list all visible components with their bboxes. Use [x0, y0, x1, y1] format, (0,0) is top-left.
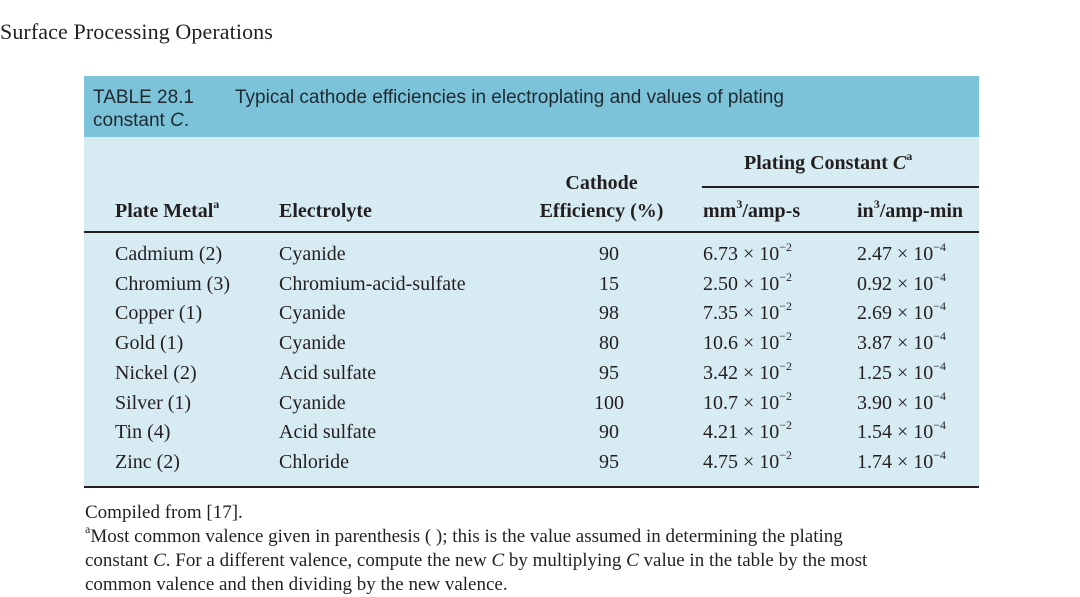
table-notes: Compiled from [17]. aMost common valence…	[85, 501, 985, 597]
cell-electrolyte: Acid sulfate	[279, 361, 377, 384]
cell-efficiency: 90	[599, 421, 619, 444]
header-span-rule	[702, 186, 979, 188]
cell-plate-metal: Tin (4)	[115, 421, 171, 444]
cell-in-constant: 1.74 × 10−4	[857, 447, 947, 473]
cell-mm-constant: 10.6 × 10−2	[703, 329, 793, 355]
cell-efficiency: 15	[599, 272, 619, 295]
cell-efficiency: 80	[599, 332, 619, 355]
cell-plate-metal: Copper (1)	[115, 302, 203, 325]
table-28-1: TABLE 28.1 Typical cathode efficiencies i…	[84, 76, 979, 488]
source-note: Compiled from [17].	[85, 502, 243, 523]
footnote: aMost common valence given in parenthesi…	[85, 522, 843, 547]
cell-electrolyte: Acid sulfate	[279, 421, 377, 444]
cell-plate-metal: Gold (1)	[115, 332, 184, 355]
cell-in-constant: 2.69 × 10−4	[857, 299, 947, 325]
cell-electrolyte: Cyanide	[279, 391, 346, 414]
cell-in-constant: 2.47 × 10−4	[857, 240, 947, 265]
cell-in-constant: 1.25 × 10−4	[857, 358, 947, 384]
cell-in-constant: 0.92 × 10−4	[857, 269, 947, 295]
cell-mm-constant: 3.42 × 10−2	[703, 358, 793, 384]
running-head: Surface Processing Operations	[0, 19, 273, 44]
table-caption: TABLE 28.1 Typical cathode efficiencies i…	[84, 76, 979, 137]
table-bottom-rule	[84, 486, 979, 488]
caption-text: Typical cathode efficiencies in electrop…	[235, 87, 784, 108]
cell-mm-constant: 10.7 × 10−2	[703, 388, 793, 414]
cell-efficiency: 90	[599, 243, 619, 265]
footnote-line-2: constant C. For a different valence, com…	[85, 550, 868, 571]
footnote-line-3: common valence and then dividing by the …	[85, 574, 508, 595]
cell-plate-metal: Nickel (2)	[115, 361, 197, 384]
cell-electrolyte: Chromium-acid-sulfate	[279, 272, 466, 295]
header-plating-constant: Plating Constant Ca	[744, 149, 913, 174]
cell-mm-constant: 4.75 × 10−2	[703, 447, 793, 473]
header-cathode: Cathode	[565, 172, 638, 194]
caption-symbol: C	[170, 110, 184, 131]
cell-in-constant: 3.87 × 10−4	[857, 329, 947, 355]
cell-efficiency: 95	[599, 450, 619, 473]
caption-end: .	[183, 110, 190, 131]
header-mm-unit: mm3/amp-s	[703, 197, 801, 222]
header-efficiency: Efficiency (%)	[539, 200, 664, 222]
cell-electrolyte: Cyanide	[279, 243, 346, 265]
cell-electrolyte: Cyanide	[279, 332, 346, 355]
cell-plate-metal: Cadmium (2)	[115, 243, 223, 265]
header-in-unit: in3/amp-min	[857, 197, 964, 222]
cell-in-constant: 3.90 × 10−4	[857, 388, 947, 414]
header-bottom-rule	[84, 231, 979, 233]
header-plate-metal: Plate Metala	[115, 197, 220, 222]
cell-electrolyte: Cyanide	[279, 302, 346, 325]
cell-efficiency: 95	[599, 361, 619, 384]
cell-plate-metal: Zinc (2)	[115, 450, 180, 473]
cell-mm-constant: 7.35 × 10−2	[703, 299, 793, 325]
caption-line2: constant	[93, 110, 171, 131]
header-electrolyte: Electrolyte	[279, 200, 372, 222]
cell-mm-constant: 2.50 × 10−2	[703, 269, 793, 295]
cell-mm-constant: 6.73 × 10−2	[703, 240, 793, 265]
cell-efficiency: 100	[594, 391, 624, 414]
table-label: TABLE 28.1	[93, 87, 195, 108]
cell-electrolyte: Chloride	[279, 450, 349, 473]
cell-mm-constant: 4.21 × 10−2	[703, 418, 793, 444]
cell-plate-metal: Chromium (3)	[115, 272, 230, 295]
cell-plate-metal: Silver (1)	[115, 391, 192, 414]
cell-efficiency: 98	[599, 302, 619, 325]
cell-in-constant: 1.54 × 10−4	[857, 418, 947, 444]
